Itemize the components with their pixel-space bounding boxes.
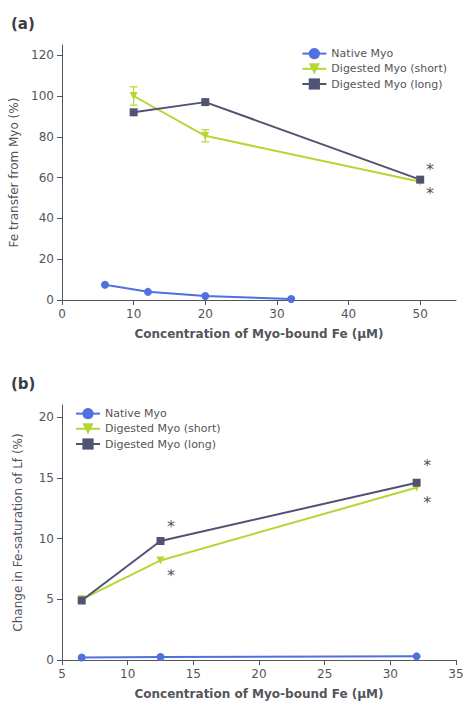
svg-text:15: 15 (186, 667, 201, 681)
svg-text:10: 10 (120, 667, 135, 681)
svg-text:Change in Fe-saturation of Lf: Change in Fe-saturation of Lf (%) (11, 433, 25, 631)
svg-text:100: 100 (31, 89, 54, 103)
svg-text:Fe transfer from Myo (%): Fe transfer from Myo (%) (7, 98, 21, 248)
svg-text:30: 30 (383, 667, 398, 681)
svg-text:Native Myo: Native Myo (331, 47, 393, 60)
svg-text:20: 20 (198, 307, 213, 321)
svg-text:5: 5 (46, 592, 54, 606)
svg-text:0: 0 (46, 653, 54, 667)
svg-text:Digested Myo (short): Digested Myo (short) (105, 422, 221, 435)
svg-text:25: 25 (317, 667, 332, 681)
svg-text:Digested Myo (long): Digested Myo (long) (105, 438, 216, 451)
svg-text:5: 5 (58, 667, 66, 681)
svg-text:(a): (a) (11, 15, 35, 33)
svg-text:120: 120 (31, 48, 54, 62)
svg-text:0: 0 (46, 293, 54, 307)
svg-text:50: 50 (413, 307, 428, 321)
svg-text:*: * (423, 493, 431, 512)
svg-text:60: 60 (39, 171, 54, 185)
svg-text:40: 40 (39, 211, 54, 225)
svg-text:35: 35 (448, 667, 463, 681)
svg-text:40: 40 (341, 307, 356, 321)
svg-text:20: 20 (39, 252, 54, 266)
svg-text:*: * (167, 566, 175, 585)
svg-text:*: * (426, 184, 434, 203)
svg-text:10: 10 (126, 307, 141, 321)
svg-text:80: 80 (39, 130, 54, 144)
svg-text:30: 30 (269, 307, 284, 321)
svg-text:20: 20 (39, 410, 54, 424)
svg-text:*: * (167, 517, 175, 536)
svg-text:Digested Myo (short): Digested Myo (short) (331, 62, 447, 75)
svg-text:Concentration of Myo-bound Fe: Concentration of Myo-bound Fe (μM) (134, 687, 383, 701)
svg-text:Digested Myo (long): Digested Myo (long) (331, 78, 442, 91)
svg-text:*: * (423, 456, 431, 475)
svg-text:(b): (b) (11, 375, 35, 393)
svg-text:Concentration of Myo-bound Fe: Concentration of Myo-bound Fe (μM) (134, 327, 383, 341)
svg-text:0: 0 (58, 307, 66, 321)
svg-text:10: 10 (39, 532, 54, 546)
svg-text:*: * (426, 160, 434, 179)
svg-text:20: 20 (251, 667, 266, 681)
svg-text:Native Myo: Native Myo (105, 407, 167, 420)
svg-text:15: 15 (39, 471, 54, 485)
